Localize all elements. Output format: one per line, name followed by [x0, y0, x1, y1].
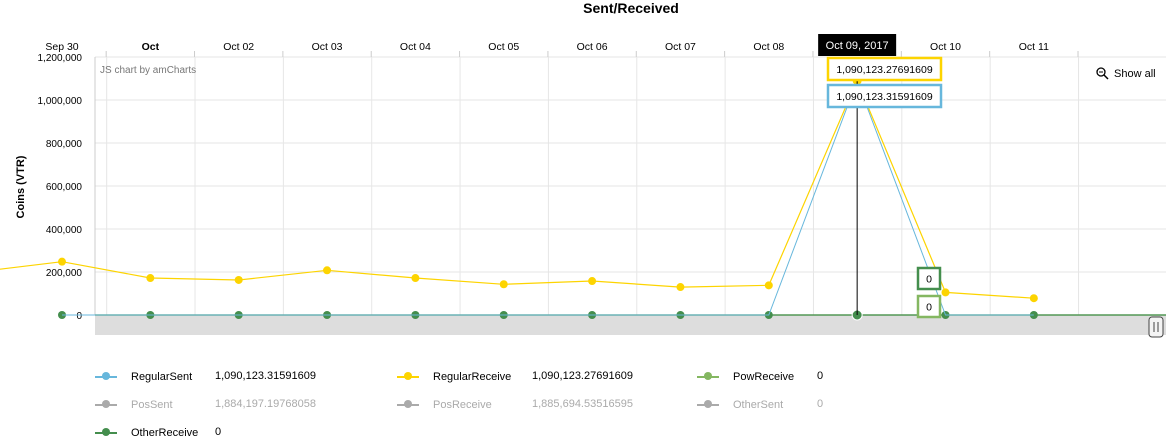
- tooltip-balloon: 0: [916, 266, 942, 291]
- sent-received-chart: Sent/Received Coins (VTR) 1,200,000 1,000…: [0, 0, 1166, 338]
- point-regularreceive: [234, 275, 243, 284]
- legend-value: 0: [817, 398, 824, 410]
- point-regularreceive: [941, 288, 950, 297]
- y-tick-label: 200,000: [46, 268, 83, 279]
- y-tick-label: 400,000: [46, 225, 83, 236]
- balloon-text: 0: [926, 274, 932, 286]
- legend-marker: [95, 370, 117, 384]
- balloon-box: [826, 83, 943, 109]
- legend-marker: [697, 398, 719, 412]
- legend-item-regularsent[interactable]: RegularSent 1,090,123.31591609: [95, 368, 335, 386]
- x-tick-label: Oct 06: [577, 41, 608, 53]
- legend-label: OtherReceive: [131, 427, 199, 439]
- x-tick-label: Oct 05: [488, 41, 519, 53]
- legend-value: 1,885,694.53516595: [532, 398, 633, 410]
- x-tick-label: Oct 03: [312, 41, 343, 53]
- x-tick-label: Oct 10: [930, 41, 961, 53]
- y-tick-label: 1,000,000: [38, 96, 83, 107]
- x-axis-ticks: Sep 30 Oct Oct 02 Oct 03 Oct 04 Oct 05 Oct 06 O…: [45, 41, 1079, 57]
- legend-marker: [397, 398, 419, 412]
- point-regularreceive: [1029, 294, 1038, 303]
- y-tick-label: 0: [76, 311, 82, 322]
- point-regularreceive: [58, 257, 66, 266]
- y-tick-label: 1,200,000: [38, 53, 83, 64]
- cursor-label: Oct 09, 2017: [826, 40, 889, 52]
- series-layer: [0, 75, 1166, 321]
- tooltip-balloon: 1,090,123.27691609: [826, 56, 943, 82]
- y-axis-title: Coins (VTR): [15, 155, 27, 218]
- balloons: 1,090,123.27691609 1,090,123.31591609 0 0: [826, 56, 943, 319]
- scrollbar-track[interactable]: [95, 315, 1166, 335]
- scrollbar-grip[interactable]: [1148, 316, 1164, 338]
- point-regularreceive: [323, 266, 332, 275]
- legend-marker: [397, 370, 419, 384]
- point-otherreceive: [1029, 311, 1038, 319]
- scrollbar[interactable]: [95, 315, 1166, 338]
- show-all-button[interactable]: Show all: [1096, 67, 1156, 80]
- legend-value: 0: [817, 370, 824, 382]
- y-tick-label: 600,000: [46, 182, 83, 193]
- legend-item-othersent[interactable]: OtherSent 0: [697, 396, 937, 414]
- chart-credit[interactable]: JS chart by amCharts: [100, 65, 196, 76]
- tooltip-balloon: 0: [916, 294, 942, 319]
- x-tick-label: Oct 07: [665, 41, 696, 53]
- legend-label: RegularReceive: [433, 371, 512, 383]
- balloon-box: [826, 56, 943, 82]
- x-tick-label: Oct 04: [400, 41, 431, 53]
- balloon-text: 0: [926, 302, 932, 314]
- grid: [94, 56, 1166, 316]
- show-all-label: Show all: [1114, 68, 1156, 80]
- tooltip-balloon: 1,090,123.31591609: [826, 83, 943, 109]
- point-regularreceive: [764, 281, 773, 290]
- legend-value: 1,090,123.27691609: [532, 370, 633, 382]
- x-tick-label: Oct 11: [1019, 41, 1049, 53]
- legend-item-powreceive[interactable]: PowReceive 0: [697, 368, 937, 386]
- zoom-out-icon: [1096, 67, 1109, 80]
- balloon-text: 1,090,123.27691609: [836, 64, 933, 76]
- chart-title: Sent/Received: [583, 0, 679, 16]
- x-tick-label: Sep 30: [45, 41, 78, 53]
- legend-marker: [95, 398, 117, 412]
- point-regularreceive: [411, 274, 420, 283]
- cursor-label-bg: [818, 34, 897, 56]
- legend-label: PosSent: [131, 399, 173, 411]
- legend-item-regularreceive[interactable]: RegularReceive 1,090,123.27691609: [397, 368, 637, 386]
- point-regularreceive: [676, 283, 685, 292]
- legend-marker: [95, 426, 117, 440]
- legend-marker: [697, 370, 719, 384]
- legend-item-possent[interactable]: PosSent 1,884,197.19768058: [95, 396, 335, 414]
- x-tick-label: Oct 08: [753, 41, 784, 53]
- point-regularreceive: [588, 277, 597, 286]
- legend-item-otherreceive[interactable]: OtherReceive 0: [95, 424, 335, 442]
- legend-value: 0: [215, 426, 222, 438]
- balloon-text: 1,090,123.31591609: [836, 91, 933, 103]
- balloon-box: [916, 266, 942, 291]
- y-axis-ticks: 1,200,000 1,000,000 800,000 600,000 400,000 2…: [38, 53, 83, 322]
- x-tick-label: Oct: [142, 41, 160, 53]
- series-line-regularsent: [62, 79, 1034, 316]
- balloon-box: [916, 294, 942, 319]
- legend-label: PowReceive: [733, 371, 795, 383]
- point-regularreceive: [499, 280, 508, 289]
- chart-legend: RegularSent 1,090,123.31591609 RegularRece…: [0, 360, 1166, 447]
- point-regularreceive: [146, 274, 155, 283]
- series-line-regularreceive: [0, 79, 1034, 299]
- legend-value: 1,090,123.31591609: [215, 370, 316, 382]
- y-tick-label: 800,000: [46, 139, 83, 150]
- legend-label: OtherSent: [733, 399, 784, 411]
- legend-item-posreceive[interactable]: PosReceive 1,885,694.53516595: [397, 396, 637, 414]
- legend-label: RegularSent: [131, 371, 193, 383]
- legend-value: 1,884,197.19768058: [215, 398, 316, 410]
- x-tick-label: Oct 02: [223, 41, 254, 53]
- legend-label: PosReceive: [433, 399, 492, 411]
